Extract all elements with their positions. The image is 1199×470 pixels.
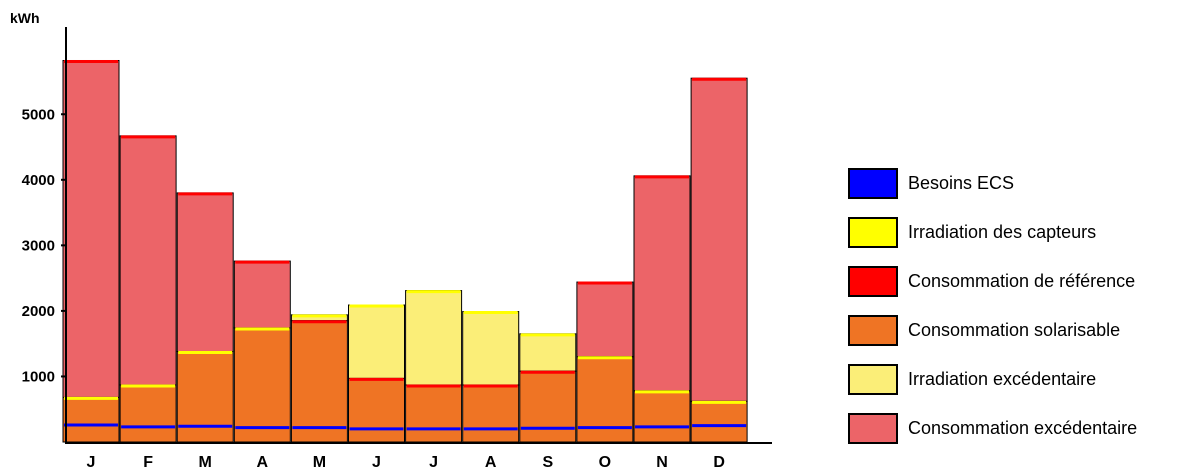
- bar-consommation-solarisable-3: [233, 327, 291, 443]
- y-ticks-group: 1000 2000 3000 4000 5000: [22, 106, 66, 385]
- y-tick-label-5000: 5000: [22, 106, 55, 123]
- legend-label-5: Consommation excédentaire: [908, 418, 1138, 438]
- bar-group-1: [119, 135, 177, 443]
- bar-consommation-excedentaire-3: [233, 260, 291, 329]
- bar-consommation-excedentaire-9: [576, 281, 634, 358]
- bar-consommation-solarisable-4: [290, 320, 348, 443]
- y-tick-label-2000: 2000: [22, 303, 55, 320]
- legend-label-4: Irradiation excédentaire: [908, 369, 1097, 389]
- bar-consommation-solarisable-5: [348, 377, 405, 443]
- x-tick-label-10: N: [656, 454, 668, 470]
- bar-consommation-solarisable-11: [690, 400, 748, 443]
- legend-label-1: Irradiation des capteurs: [908, 222, 1097, 242]
- x-tick-label-7: A: [485, 454, 497, 470]
- y-tick-label-4000: 4000: [22, 172, 55, 189]
- monthly-energy-chart: kWh 1000 2000 3000 4000 5000 J F M A M J J A S O N D: [10, 10, 772, 470]
- x-tick-label-0: J: [87, 454, 96, 470]
- y-tick-label-1000: 1000: [22, 368, 55, 385]
- x-tick-label-5: J: [372, 454, 381, 470]
- legend-swatch-0: [848, 168, 898, 199]
- y-axis-unit-label: kWh: [10, 10, 40, 26]
- bar-consommation-solarisable-7: [462, 384, 520, 443]
- legend-item-4: Irradiation excédentaire: [848, 362, 1198, 397]
- bar-consommation-solarisable-1: [119, 384, 177, 443]
- bar-group-9: [576, 281, 634, 443]
- legend-item-1: Irradiation des capteurs: [848, 215, 1198, 250]
- axes-group: kWh: [10, 10, 772, 444]
- x-tick-label-8: S: [542, 454, 553, 470]
- bar-consommation-excedentaire-10: [633, 175, 691, 392]
- legend-label-3: Consommation solarisable: [908, 320, 1121, 340]
- legend-swatch-5: [848, 413, 898, 444]
- bar-consommation-solarisable-10: [633, 390, 691, 443]
- x-tick-label-9: O: [599, 454, 611, 470]
- bar-irradiation-excedentaire-7: [462, 311, 520, 386]
- bar-group-11: [690, 77, 748, 443]
- y-tick-label-3000: 3000: [22, 237, 55, 254]
- bar-consommation-excedentaire-1: [119, 135, 177, 386]
- bar-group-10: [633, 175, 691, 443]
- bar-group-4: [290, 314, 348, 443]
- legend: Besoins ECS Irradiation des capteurs Conso…: [848, 166, 1198, 446]
- bar-consommation-solarisable-8: [519, 370, 577, 443]
- bar-group-2: [176, 192, 234, 443]
- legend-item-2: Consommation de référence: [848, 264, 1198, 299]
- legend-swatch-2: [848, 266, 898, 297]
- legend-label-0: Besoins ECS: [908, 173, 1015, 193]
- x-tick-label-4: M: [313, 454, 326, 470]
- x-tick-label-6: J: [429, 454, 438, 470]
- bar-consommation-solarisable-2: [176, 351, 234, 443]
- legend-swatch-4: [848, 364, 898, 395]
- x-tick-label-11: D: [713, 454, 725, 470]
- bar-group-7: [462, 311, 520, 443]
- bar-irradiation-excedentaire-5: [348, 304, 405, 379]
- x-tick-label-2: M: [199, 454, 212, 470]
- bar-group-5: [348, 304, 405, 443]
- legend-swatch-1: [848, 217, 898, 248]
- bar-consommation-solarisable-0: [62, 396, 120, 443]
- bar-group-3: [233, 260, 291, 443]
- bar-consommation-excedentaire-11: [690, 77, 748, 402]
- bar-group-6: [405, 290, 463, 443]
- legend-swatch-3: [848, 315, 898, 346]
- bar-irradiation-excedentaire-8: [519, 333, 577, 372]
- legend-item-0: Besoins ECS: [848, 166, 1198, 201]
- legend-item-3: Consommation solarisable: [848, 313, 1198, 348]
- legend-label-2: Consommation de référence: [908, 271, 1136, 291]
- bar-consommation-solarisable-9: [576, 356, 634, 443]
- x-tick-label-3: A: [257, 454, 269, 470]
- bars-group: [62, 59, 748, 443]
- legend-item-5: Consommation excédentaire: [848, 411, 1198, 446]
- x-tick-label-1: F: [143, 454, 153, 470]
- bar-consommation-solarisable-6: [405, 384, 463, 443]
- bar-consommation-excedentaire-2: [176, 192, 234, 353]
- bar-group-0: [62, 59, 120, 443]
- bar-irradiation-excedentaire-6: [405, 290, 463, 386]
- bar-consommation-excedentaire-0: [62, 59, 120, 398]
- bar-group-8: [519, 333, 577, 443]
